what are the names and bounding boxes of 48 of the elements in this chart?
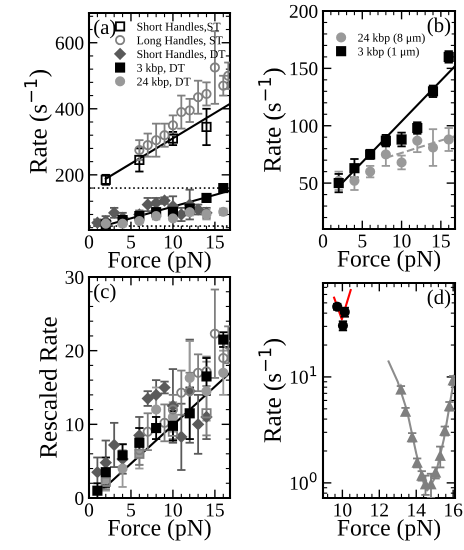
- annotation: (a): [94, 20, 116, 38]
- y-tick-label: 10$^{0}$: [290, 472, 317, 490]
- y-tick-label: 150: [290, 62, 318, 76]
- annotation: (b): [428, 18, 450, 36]
- legend-label: 3 kbp, DT: [137, 64, 185, 74]
- annotation: (c): [94, 284, 116, 303]
- x-tick-label: 5: [127, 236, 136, 249]
- y-tick-label: 20: [66, 344, 84, 358]
- x-tick-label: 12: [371, 503, 388, 516]
- y-tick-label: 0: [75, 492, 84, 505]
- x-tick-label: 15: [206, 504, 224, 517]
- y-axis-title: Rate (s$^{−1}$): [258, 339, 286, 442]
- x-tick-label: 10: [394, 234, 411, 248]
- y-tick-label: 600: [56, 36, 84, 50]
- legend-label: Short Handles,ST: [137, 22, 220, 32]
- x-tick-label: 10: [334, 503, 352, 517]
- y-axis-title: Rescaled Rate: [39, 317, 57, 458]
- y-tick-label: 30: [66, 270, 84, 284]
- y-tick-label: 10$^{1}$: [290, 366, 316, 384]
- legend-label: 24 kbp (8 μm): [358, 33, 425, 44]
- x-tick-label: 0: [84, 503, 94, 517]
- y-axis-title: Rate (s$^{−1}$): [24, 70, 52, 174]
- y-axis-title: Rate (s$^{−1}$): [258, 68, 286, 172]
- legend-label: Long Handles, ST: [136, 36, 223, 47]
- legend-label: Short Handles, DT: [137, 50, 226, 60]
- x-tick-label: 10: [164, 235, 182, 249]
- x-tick-label: 0: [84, 235, 94, 249]
- x-axis-title: Force (pN): [108, 519, 211, 541]
- annotation: (d): [428, 289, 450, 308]
- y-tick-label: 200: [290, 4, 318, 18]
- y-tick-label: 50: [300, 176, 318, 190]
- x-tick-label: 5: [127, 504, 136, 517]
- x-tick-label: 0: [318, 234, 328, 248]
- x-tick-label: 15: [206, 236, 224, 249]
- y-tick-label: 10: [66, 418, 84, 432]
- y-tick-label: 400: [55, 102, 84, 116]
- x-tick-label: 16: [445, 503, 462, 517]
- legend-label: 3 kbp (1 μm): [358, 47, 419, 58]
- x-axis-title: Force (pN): [338, 250, 440, 272]
- y-tick-label: 200: [56, 168, 84, 182]
- x-tick-label: 14: [408, 504, 426, 516]
- x-tick-label: 5: [358, 234, 366, 248]
- y-tick-label: 100: [290, 120, 318, 133]
- x-tick-label: 10: [164, 503, 182, 517]
- x-axis-title: Force (pN): [108, 251, 211, 273]
- x-tick-label: 15: [432, 234, 450, 248]
- x-axis-title: Force (pN): [338, 519, 440, 541]
- legend-label: 24 kbp, DT: [137, 77, 191, 88]
